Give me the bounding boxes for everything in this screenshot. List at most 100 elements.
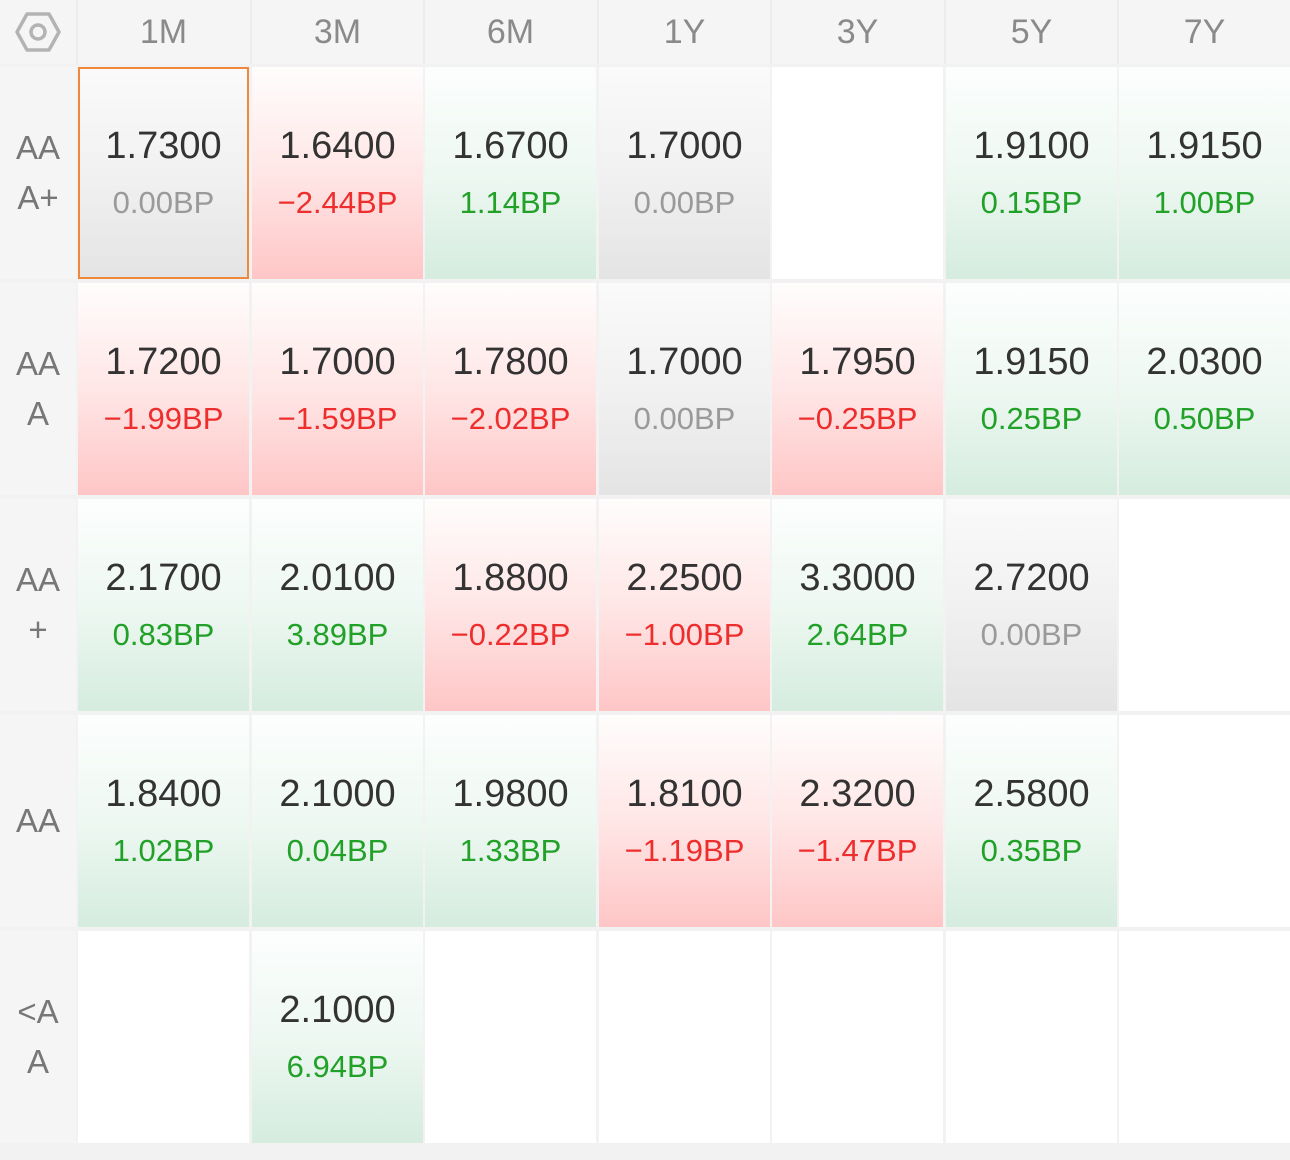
yield-value: 2.2500: [626, 557, 743, 599]
quote-cell[interactable]: 2.0300 0.50BP: [1119, 283, 1290, 495]
change-bp: −0.22BP: [450, 617, 571, 652]
quote-cell[interactable]: 1.9150 0.25BP: [946, 283, 1117, 495]
tenor-header-3m[interactable]: 3M: [250, 0, 423, 64]
change-bp: 6.94BP: [286, 1049, 389, 1084]
yield-value: 1.9150: [973, 341, 1090, 383]
yield-value: 2.3200: [799, 773, 916, 815]
quote-cell[interactable]: 1.7000 −1.59BP: [252, 283, 423, 495]
quote-cell[interactable]: 1.7200 −1.99BP: [78, 283, 249, 495]
quote-cell[interactable]: 1.7800 −2.02BP: [425, 283, 596, 495]
change-bp: 2.64BP: [806, 617, 909, 652]
empty-cell: [1119, 715, 1290, 927]
rating-label: AA: [15, 802, 61, 839]
tenor-header-3y[interactable]: 3Y: [770, 0, 943, 64]
quote-cell[interactable]: 1.7000 0.00BP: [599, 67, 770, 279]
change-bp: 0.00BP: [980, 617, 1083, 652]
rating-label: AAA: [15, 345, 61, 432]
empty-cell: [946, 931, 1117, 1143]
change-bp: 0.00BP: [633, 401, 736, 436]
yield-value: 1.9800: [452, 773, 569, 815]
rating-label: <AA: [17, 993, 59, 1080]
change-bp: 0.35BP: [980, 833, 1083, 868]
rating-header[interactable]: AAA: [0, 283, 76, 495]
change-bp: −1.99BP: [103, 401, 224, 436]
tenor-header-1y[interactable]: 1Y: [597, 0, 770, 64]
rating-header[interactable]: AAA+: [0, 67, 76, 279]
tenor-header-7y[interactable]: 7Y: [1117, 0, 1290, 64]
quote-cell[interactable]: 1.7300 0.00BP: [78, 67, 249, 279]
yield-value: 1.7300: [105, 125, 222, 167]
quote-cell[interactable]: 2.3200 −1.47BP: [772, 715, 943, 927]
change-bp: 1.33BP: [459, 833, 562, 868]
yield-value: 1.9150: [1146, 125, 1263, 167]
yield-value: 1.7200: [105, 341, 222, 383]
change-bp: 0.50BP: [1153, 401, 1256, 436]
change-bp: −1.59BP: [277, 401, 398, 436]
change-bp: 1.02BP: [112, 833, 215, 868]
yield-value: 1.6400: [279, 125, 396, 167]
change-bp: −1.47BP: [797, 833, 918, 868]
yield-value: 2.1700: [105, 557, 222, 599]
quote-cell[interactable]: 2.2500 −1.00BP: [599, 499, 770, 711]
settings-button[interactable]: [0, 0, 76, 64]
yield-value: 2.1000: [279, 989, 396, 1031]
quote-cell[interactable]: 2.7200 0.00BP: [946, 499, 1117, 711]
quote-cell[interactable]: 2.1000 6.94BP: [252, 931, 423, 1143]
quote-cell[interactable]: 2.1000 0.04BP: [252, 715, 423, 927]
empty-cell: [599, 931, 770, 1143]
quote-cell[interactable]: 1.7950 −0.25BP: [772, 283, 943, 495]
yield-value: 2.7200: [973, 557, 1090, 599]
quote-cell[interactable]: 1.9100 0.15BP: [946, 67, 1117, 279]
tenor-header-1m[interactable]: 1M: [76, 0, 249, 64]
yield-value: 1.9100: [973, 125, 1090, 167]
change-bp: 1.00BP: [1153, 185, 1256, 220]
empty-cell: [1119, 931, 1290, 1143]
rating-header[interactable]: AA+: [0, 499, 76, 711]
yield-value: 1.7950: [799, 341, 916, 383]
quote-cell[interactable]: 1.8400 1.02BP: [78, 715, 249, 927]
change-bp: −2.44BP: [277, 185, 398, 220]
change-bp: 0.00BP: [633, 185, 736, 220]
quote-cell[interactable]: 1.8100 −1.19BP: [599, 715, 770, 927]
quote-cell[interactable]: 1.9150 1.00BP: [1119, 67, 1290, 279]
yield-value: 1.8100: [626, 773, 743, 815]
empty-cell: [78, 931, 249, 1143]
quote-cell[interactable]: 1.6700 1.14BP: [425, 67, 596, 279]
yield-value: 3.3000: [799, 557, 916, 599]
change-bp: −1.00BP: [624, 617, 745, 652]
quote-cell[interactable]: 2.1700 0.83BP: [78, 499, 249, 711]
change-bp: 1.14BP: [459, 185, 562, 220]
yield-value: 1.7800: [452, 341, 569, 383]
empty-cell: [772, 931, 943, 1143]
yield-value: 2.5800: [973, 773, 1090, 815]
quote-cell[interactable]: 2.5800 0.35BP: [946, 715, 1117, 927]
empty-cell: [1119, 499, 1290, 711]
quote-cell[interactable]: 2.0100 3.89BP: [252, 499, 423, 711]
tenor-header-6m[interactable]: 6M: [423, 0, 596, 64]
quote-cell[interactable]: 1.7000 0.00BP: [599, 283, 770, 495]
rating-header[interactable]: <AA: [0, 931, 76, 1143]
empty-cell: [772, 67, 943, 279]
settings-hexagon-icon: [15, 12, 61, 52]
rating-header[interactable]: AA: [0, 715, 76, 927]
quote-cell[interactable]: 3.3000 2.64BP: [772, 499, 943, 711]
change-bp: 0.25BP: [980, 401, 1083, 436]
yield-value: 1.8400: [105, 773, 222, 815]
yield-value: 2.1000: [279, 773, 396, 815]
yield-value: 1.7000: [626, 341, 743, 383]
header-row: [0, 0, 1290, 64]
quote-cell[interactable]: 1.8800 −0.22BP: [425, 499, 596, 711]
yield-value: 2.0100: [279, 557, 396, 599]
yield-value: 1.6700: [452, 125, 569, 167]
quote-cell[interactable]: 1.6400 −2.44BP: [252, 67, 423, 279]
change-bp: −0.25BP: [797, 401, 918, 436]
change-bp: 0.83BP: [112, 617, 215, 652]
change-bp: 3.89BP: [286, 617, 389, 652]
rating-label: AA+: [15, 561, 61, 648]
yield-value: 1.8800: [452, 557, 569, 599]
change-bp: 0.15BP: [980, 185, 1083, 220]
quote-cell[interactable]: 1.9800 1.33BP: [425, 715, 596, 927]
tenor-header-5y[interactable]: 5Y: [944, 0, 1117, 64]
change-bp: 0.00BP: [112, 185, 215, 220]
